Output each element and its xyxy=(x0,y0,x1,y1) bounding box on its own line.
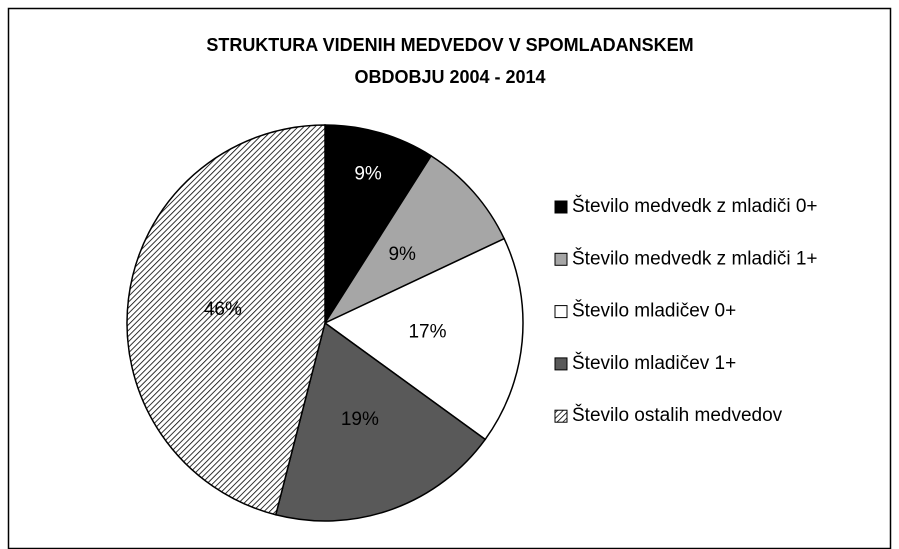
legend-label: Število mladičev 1+ xyxy=(572,352,736,374)
legend-swatch xyxy=(554,357,568,371)
pie-slice xyxy=(126,124,326,516)
data-label: 46% xyxy=(204,299,242,320)
chart-title: STRUKTURA VIDENIH MEDVEDOV V SPOMLADANSK… xyxy=(206,35,693,55)
legend-swatch xyxy=(554,252,568,266)
data-label: 9% xyxy=(354,164,382,185)
chart-title: OBDOBJU 2004 - 2014 xyxy=(354,67,545,87)
data-label: 9% xyxy=(388,244,416,265)
data-label: 17% xyxy=(408,322,446,343)
pie-slice xyxy=(322,154,506,325)
data-label: 19% xyxy=(341,409,379,430)
legend-swatch xyxy=(554,305,568,319)
legend-label: Število ostalih medvedov xyxy=(572,404,783,426)
pie-slice xyxy=(324,124,433,326)
legend-label: Število medvedk z mladiči 0+ xyxy=(572,195,818,217)
legend-swatch xyxy=(554,409,568,423)
legend-swatch xyxy=(554,200,568,214)
legend-label: Število mladičev 0+ xyxy=(572,300,736,322)
legend-label: Število medvedk z mladiči 1+ xyxy=(572,247,818,269)
pie-slice xyxy=(323,237,524,441)
pie-slice xyxy=(274,321,487,522)
